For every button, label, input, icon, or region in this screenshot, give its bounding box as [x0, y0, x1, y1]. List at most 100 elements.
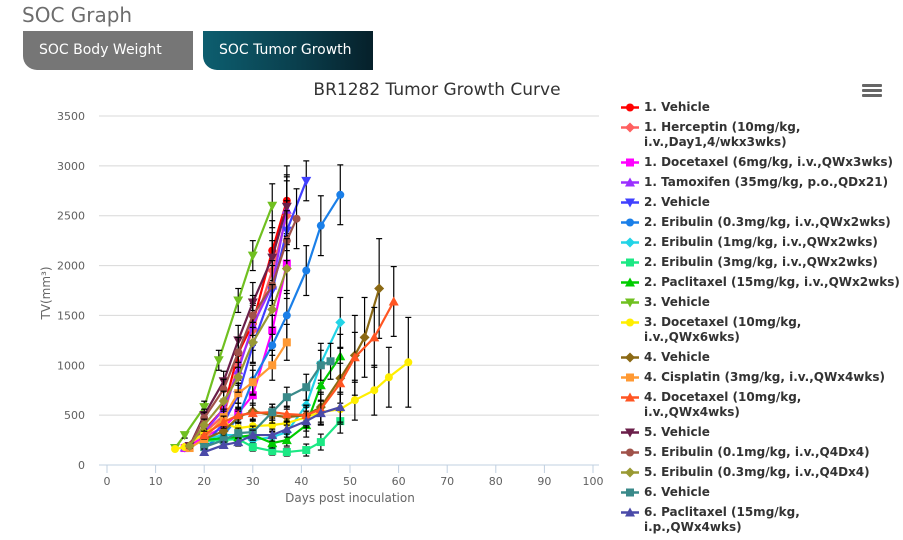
data-point[interactable]	[267, 304, 278, 315]
data-point[interactable]	[292, 214, 301, 223]
series-10[interactable]	[170, 183, 278, 454]
data-point[interactable]	[233, 437, 244, 447]
data-point[interactable]	[359, 332, 370, 343]
data-point[interactable]	[282, 338, 291, 347]
data-point[interactable]	[233, 372, 244, 383]
data-point[interactable]	[247, 408, 258, 418]
data-point[interactable]	[247, 251, 258, 261]
legend-label: 1. Herceptin (10mg/kg, i.v.,Day1,4/wkx3w…	[644, 120, 801, 149]
data-point[interactable]	[267, 253, 278, 263]
legend-item[interactable]: 2. Paclitaxel (15mg/kg, i.v.,QWx2wks)	[620, 275, 900, 290]
data-point[interactable]	[370, 386, 379, 395]
data-point[interactable]	[233, 410, 244, 420]
series-14[interactable]	[199, 265, 399, 440]
tumor-growth-chart: BR1282 Tumor Growth Curve 05001000150020…	[39, 80, 604, 505]
data-point[interactable]	[268, 361, 277, 370]
data-point[interactable]	[282, 311, 291, 320]
legend-item[interactable]: 2. Eribulin (3mg/kg, i.v.,QWx2wks)	[620, 255, 900, 270]
data-point[interactable]	[281, 435, 292, 445]
legend-label: 3. Vehicle	[644, 295, 710, 309]
data-point[interactable]	[199, 447, 210, 457]
data-point[interactable]	[199, 403, 210, 413]
data-point[interactable]	[268, 341, 277, 350]
legend-item[interactable]: 1. Tamoxifen (35mg/kg, p.o.,QDx21)	[620, 175, 900, 190]
data-point[interactable]	[384, 373, 393, 382]
legend-item[interactable]: 2. Vehicle	[620, 195, 900, 210]
data-point[interactable]	[281, 202, 292, 212]
legend-item[interactable]: 5. Eribulin (0.3mg/kg, i.v.,Q4Dx4)	[620, 465, 900, 480]
data-point[interactable]	[315, 408, 326, 418]
data-point[interactable]	[350, 396, 359, 405]
legend-item[interactable]: 4. Docetaxel (10mg/kg, i.v.,QWx4wks)	[620, 390, 900, 420]
data-point[interactable]	[233, 296, 244, 306]
data-point[interactable]	[248, 311, 257, 320]
legend-item[interactable]: 4. Cisplatin (3mg/kg, i.v.,QWx4wks)	[620, 370, 900, 385]
data-point[interactable]	[184, 441, 195, 452]
data-point[interactable]	[316, 221, 325, 230]
legend-item[interactable]: 3. Docetaxel (10mg/kg, i.v.,QWx6wks)	[620, 315, 900, 345]
data-point[interactable]	[302, 266, 311, 275]
data-point[interactable]	[234, 429, 243, 438]
data-point[interactable]	[234, 348, 243, 357]
series-19[interactable]	[199, 391, 346, 457]
legend-item[interactable]: 6. Vehicle	[620, 485, 900, 500]
data-point[interactable]	[179, 431, 190, 441]
data-point[interactable]	[349, 352, 360, 362]
data-point[interactable]	[267, 430, 278, 440]
data-point[interactable]	[369, 332, 380, 342]
data-point[interactable]	[267, 201, 278, 211]
legend-item[interactable]: 3. Vehicle	[620, 295, 900, 310]
data-point[interactable]	[281, 263, 292, 274]
data-point[interactable]	[171, 445, 180, 454]
data-point[interactable]	[336, 190, 345, 199]
data-point[interactable]	[234, 389, 243, 398]
data-point[interactable]	[281, 424, 292, 434]
data-point[interactable]	[213, 356, 224, 366]
data-point[interactable]	[316, 438, 325, 447]
data-point[interactable]	[247, 430, 258, 440]
data-point[interactable]	[218, 440, 229, 450]
data-point[interactable]	[315, 380, 326, 390]
legend-item[interactable]: 4. Vehicle	[620, 350, 900, 365]
x-axis-label: Days post inoculation	[285, 491, 415, 505]
legend-item[interactable]: 6. Paclitaxel (15mg/kg, i.p.,QWx4wks)	[620, 505, 900, 535]
legend-item[interactable]: 1. Herceptin (10mg/kg, i.v.,Day1,4/wkx3w…	[620, 120, 900, 150]
data-point[interactable]	[248, 443, 257, 452]
legend-item[interactable]: 2. Eribulin (0.3mg/kg, i.v.,QWx2wks)	[620, 215, 900, 230]
data-point[interactable]	[247, 337, 258, 348]
data-point[interactable]	[199, 430, 210, 440]
legend-item[interactable]: 1. Docetaxel (6mg/kg, i.v.,QWx3wks)	[620, 155, 900, 170]
data-point[interactable]	[302, 383, 311, 392]
data-point[interactable]	[218, 417, 229, 427]
data-point[interactable]	[199, 420, 210, 431]
data-point[interactable]	[335, 317, 346, 328]
y-tick-label: 500	[64, 409, 85, 422]
legend-item[interactable]: 5. Eribulin (0.1mg/kg, i.v.,Q4Dx4)	[620, 445, 900, 460]
tab-soc-body-weight[interactable]: SOC Body Weight	[23, 31, 193, 70]
data-point[interactable]	[388, 296, 399, 306]
data-point[interactable]	[268, 408, 277, 417]
tab-soc-tumor-growth[interactable]: SOC Tumor Growth	[203, 31, 373, 70]
data-point[interactable]	[326, 357, 335, 366]
legend-item[interactable]: 2. Eribulin (1mg/kg, i.v.,QWx2wks)	[620, 235, 900, 250]
data-point[interactable]	[282, 393, 291, 402]
data-point[interactable]	[374, 283, 385, 294]
data-point[interactable]	[282, 448, 291, 457]
data-point[interactable]	[302, 446, 311, 455]
data-point[interactable]	[200, 414, 209, 423]
data-point[interactable]	[301, 176, 312, 186]
hamburger-menu-icon[interactable]	[862, 84, 882, 100]
data-point[interactable]	[267, 438, 278, 448]
data-point[interactable]	[218, 396, 229, 407]
legend-item[interactable]: 1. Vehicle	[620, 100, 900, 115]
data-point[interactable]	[301, 416, 312, 426]
legend-item[interactable]: 5. Vehicle	[620, 425, 900, 440]
data-point[interactable]	[268, 447, 277, 456]
data-point[interactable]	[316, 361, 325, 370]
data-point[interactable]	[248, 378, 257, 387]
data-point[interactable]	[335, 378, 346, 388]
data-point[interactable]	[281, 409, 292, 419]
series-17[interactable]	[184, 238, 292, 452]
data-point[interactable]	[404, 358, 413, 367]
data-point[interactable]	[335, 402, 346, 412]
